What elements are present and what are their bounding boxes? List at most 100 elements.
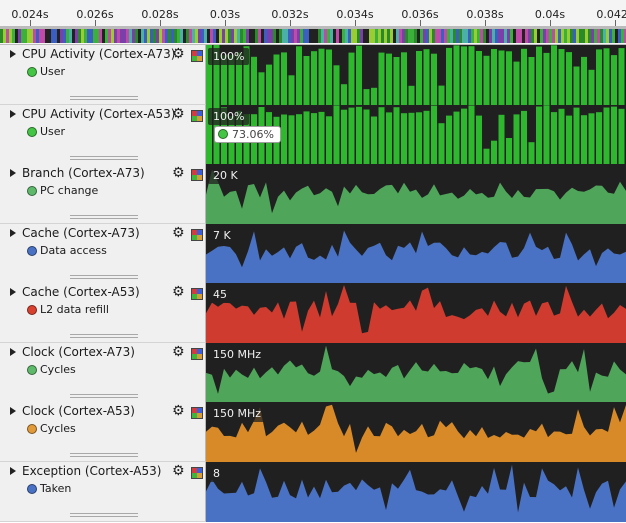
thread-slice	[366, 26, 369, 43]
activity-bar	[431, 105, 437, 165]
gear-icon[interactable]: ⚙	[172, 343, 185, 360]
expand-arrow-icon[interactable]	[10, 50, 16, 58]
row-swatch-column	[188, 342, 206, 403]
row-plot[interactable]: 8	[206, 461, 626, 522]
thread-slice	[417, 26, 420, 43]
thread-slice	[219, 26, 222, 43]
gear-icon[interactable]: ⚙	[172, 403, 185, 419]
time-ruler[interactable]: 0.024s 0.026s 0.028s 0.03s 0.032s 0.034s 0.036…	[0, 0, 626, 45]
activity-bar	[318, 48, 325, 105]
row-plot[interactable]: 150 MHz	[206, 342, 626, 403]
series-name: Data access	[40, 243, 107, 257]
activity-bar	[528, 57, 535, 105]
thread-slice	[240, 26, 243, 43]
expand-arrow-icon[interactable]	[10, 466, 16, 475]
resize-grip-icon[interactable]	[70, 512, 138, 517]
thread-slice	[453, 26, 456, 43]
activity-bar	[528, 141, 535, 165]
color-swatch-icon[interactable]	[191, 169, 203, 181]
series-graph	[206, 404, 626, 462]
row-label-panel: Exception (Cortex-A53) Taken ⚙	[0, 461, 188, 522]
color-swatch-icon[interactable]	[191, 50, 203, 62]
thread-slice	[471, 26, 474, 43]
series-name: Cycles	[40, 422, 76, 435]
gear-icon[interactable]: ⚙	[172, 165, 185, 181]
gear-icon[interactable]: ⚙	[172, 284, 185, 300]
thread-slice	[303, 26, 306, 43]
thread-slice	[612, 26, 615, 43]
row-plot[interactable]: 100%	[206, 45, 626, 105]
row-title: Clock (Cortex-A73)	[22, 344, 135, 359]
time-tick-label: 0.026s	[76, 8, 114, 21]
row-plot[interactable]: 45	[206, 283, 626, 343]
row-max-label: 150 MHz	[208, 345, 267, 363]
row-title: Branch (Cortex-A73)	[22, 166, 145, 180]
resize-grip-icon[interactable]	[70, 274, 138, 279]
color-swatch-icon[interactable]	[191, 228, 203, 241]
expand-arrow-icon[interactable]	[10, 347, 16, 356]
activity-bar	[326, 49, 332, 105]
activity-bar	[423, 110, 430, 165]
activity-bar	[446, 115, 452, 165]
row-plot[interactable]: 7 K	[206, 223, 626, 284]
gear-icon[interactable]: ⚙	[172, 46, 185, 62]
thread-slice	[372, 26, 375, 43]
thread-slice	[330, 26, 333, 43]
activity-bar	[401, 52, 407, 105]
thread-slice	[252, 26, 255, 43]
activity-bar	[371, 87, 377, 105]
expand-arrow-icon[interactable]	[10, 407, 16, 415]
thread-slice	[6, 26, 9, 43]
activity-bar	[348, 107, 355, 165]
row-plot[interactable]: 20 K	[206, 164, 626, 224]
activity-bar	[206, 104, 212, 165]
thread-slice	[321, 26, 324, 43]
series-name: PC change	[40, 184, 99, 197]
row-title: CPU Activity (Cortex-A53)	[22, 106, 176, 121]
activity-bar	[228, 54, 235, 105]
resize-grip-icon[interactable]	[70, 453, 138, 457]
series-area	[206, 464, 626, 522]
color-swatch-icon[interactable]	[191, 347, 203, 360]
color-swatch-icon[interactable]	[191, 466, 203, 479]
resize-grip-icon[interactable]	[70, 215, 138, 219]
expand-arrow-icon[interactable]	[10, 288, 16, 296]
expand-arrow-icon[interactable]	[10, 169, 16, 177]
time-tick-mark	[420, 20, 421, 26]
thread-slice	[411, 26, 414, 43]
counter-row-3: Cache (Cortex-A73) Data access ⚙ 7 K	[0, 223, 626, 284]
expand-arrow-icon[interactable]	[10, 228, 16, 237]
thread-slice	[333, 26, 336, 43]
activity-bar	[311, 112, 317, 165]
activity-bar	[386, 53, 392, 105]
expand-arrow-icon[interactable]	[10, 109, 16, 118]
row-title: Exception (Cortex-A53)	[22, 463, 162, 478]
activity-bar	[273, 54, 280, 105]
thread-slice	[93, 26, 96, 43]
activity-bar	[341, 109, 347, 165]
thread-slice	[123, 26, 126, 43]
thread-slice	[87, 26, 90, 43]
color-swatch-icon[interactable]	[191, 109, 203, 122]
resize-grip-icon[interactable]	[70, 96, 138, 100]
resize-grip-icon[interactable]	[70, 334, 138, 338]
row-plot[interactable]: 150 MHz	[206, 402, 626, 462]
activity-bar	[288, 75, 295, 105]
row-plot[interactable]: 100% 73.06%	[206, 104, 626, 165]
activity-bar	[408, 112, 415, 165]
thread-slice	[507, 26, 510, 43]
gear-icon[interactable]: ⚙	[172, 462, 185, 479]
color-swatch-icon[interactable]	[191, 288, 203, 300]
thread-slice	[12, 26, 15, 43]
thread-slice	[156, 26, 159, 43]
thread-activity-strip[interactable]	[0, 26, 626, 43]
resize-grip-icon[interactable]	[70, 393, 138, 398]
time-tick-label: 0.034s	[336, 8, 374, 21]
resize-grip-icon[interactable]	[70, 155, 138, 160]
thread-slice	[270, 26, 273, 43]
thread-slice	[510, 26, 513, 43]
gear-icon[interactable]: ⚙	[172, 105, 185, 122]
gear-icon[interactable]: ⚙	[172, 224, 185, 241]
time-tick-label: 0.036s	[401, 8, 439, 21]
color-swatch-icon[interactable]	[191, 407, 203, 419]
